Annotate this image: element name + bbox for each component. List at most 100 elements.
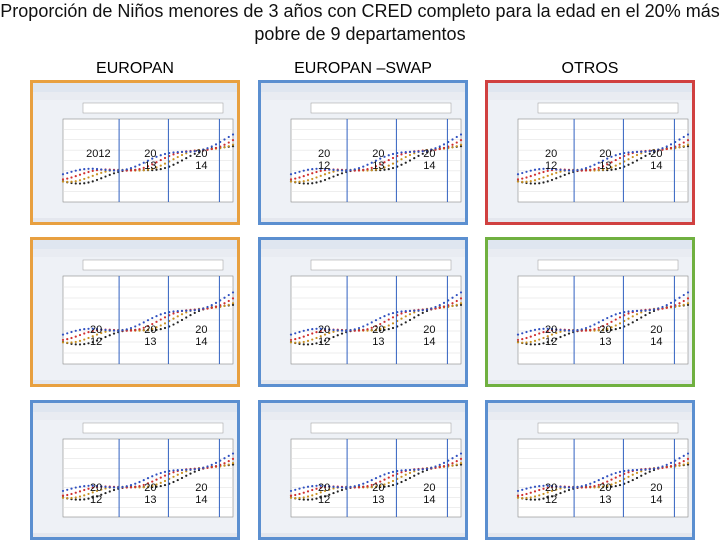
curve-dot [546, 174, 549, 177]
curve-dot [159, 154, 162, 157]
curve-dot [227, 293, 230, 297]
curve-dot [618, 479, 622, 483]
curve-dot [294, 177, 297, 180]
curve-dot [686, 457, 690, 460]
curve-dot [159, 318, 162, 321]
year-label: 20 12 [544, 481, 558, 506]
curve-dot [576, 485, 579, 489]
curve-dot [610, 328, 613, 331]
curve-dot [635, 150, 639, 154]
curve-dot [336, 490, 339, 493]
curve-dot [391, 470, 395, 473]
curve-dot [383, 166, 386, 169]
curve-dot [563, 490, 566, 493]
curve-dot [231, 291, 235, 294]
curve-dot [387, 471, 390, 475]
window-screenshot: 20 12 20 13 20 14 [30, 400, 240, 540]
curve-dot [66, 493, 69, 497]
curve-dot [391, 156, 395, 160]
curve-dot [362, 168, 365, 172]
curve-dot [189, 313, 192, 317]
curve-dot [652, 308, 656, 311]
curve-dot [78, 495, 82, 498]
curve-dot [610, 485, 613, 488]
curve-dot [366, 480, 369, 484]
curve-dot [366, 323, 369, 326]
curve-dot [525, 176, 528, 179]
curve-dot [306, 339, 310, 343]
curve-dot [142, 169, 145, 172]
curve-dot [686, 302, 690, 305]
curve-dot [370, 478, 373, 482]
curve-dot [459, 291, 463, 294]
curve-dot [434, 148, 437, 151]
curve-dot [383, 314, 386, 318]
year-label: 20 12 [89, 324, 103, 349]
curve-dot [546, 496, 549, 499]
curve-dot [516, 338, 520, 342]
curve-dot [538, 498, 541, 501]
legend-box [537, 422, 679, 434]
curve-dot [294, 488, 297, 491]
curve-dot [197, 149, 201, 152]
curve-dot [362, 485, 365, 489]
curve-dot [627, 323, 630, 326]
curve-dot [319, 327, 322, 330]
curve-dot [298, 170, 301, 173]
curve-dot [678, 146, 681, 149]
curve-dot [640, 316, 643, 319]
curve-dot [627, 310, 630, 313]
curve-dot [597, 169, 600, 172]
curve-dot [533, 343, 537, 346]
curve-dot [374, 328, 378, 331]
curve-dot [627, 471, 630, 474]
curve-dot [438, 466, 441, 469]
curve-dot [323, 495, 327, 498]
curve-dot [567, 488, 571, 492]
curve-dot [682, 463, 685, 466]
curve-dot [163, 470, 167, 473]
curve-dot [129, 329, 133, 332]
curve-dot [408, 468, 412, 472]
window [488, 403, 692, 537]
curve-dot [618, 326, 622, 330]
curve-dot [678, 304, 681, 308]
curve-dot [546, 169, 549, 172]
title-bar [261, 240, 465, 249]
curve-dot [425, 149, 429, 152]
curve-dot [83, 172, 86, 175]
curve-dot [129, 169, 133, 172]
curve-dot [91, 180, 94, 183]
curve-dot [78, 182, 82, 185]
curve-dot [669, 461, 673, 464]
curve-dot [172, 323, 175, 326]
curve-dot [319, 169, 322, 172]
curve-dot [302, 182, 305, 185]
window [488, 83, 692, 222]
status-bar [33, 218, 237, 222]
curve-dot [294, 338, 297, 341]
curve-dot [142, 478, 145, 482]
curve-dot [172, 471, 175, 474]
curve-dot [521, 341, 524, 344]
curve-dot [370, 483, 373, 487]
curve-dot [74, 486, 77, 489]
curve-dot [366, 328, 369, 331]
curve-dot [614, 313, 617, 316]
curve-dot [455, 303, 458, 306]
curve-dot [61, 496, 65, 499]
curve-dot [159, 471, 162, 475]
curve-dot [180, 318, 184, 322]
year-label: 20 12 [317, 481, 331, 506]
year-label: 20 12 [544, 324, 558, 349]
curve-dot [151, 327, 154, 330]
curve-dot [421, 470, 424, 473]
curve-dot [70, 170, 73, 173]
curve-dot [159, 164, 162, 167]
curve-dot [104, 485, 107, 488]
curve-dot [294, 180, 297, 183]
curve-dot [112, 329, 116, 332]
curve-dot [601, 482, 605, 485]
curve-dot [387, 328, 390, 331]
curve-dot [555, 337, 558, 340]
